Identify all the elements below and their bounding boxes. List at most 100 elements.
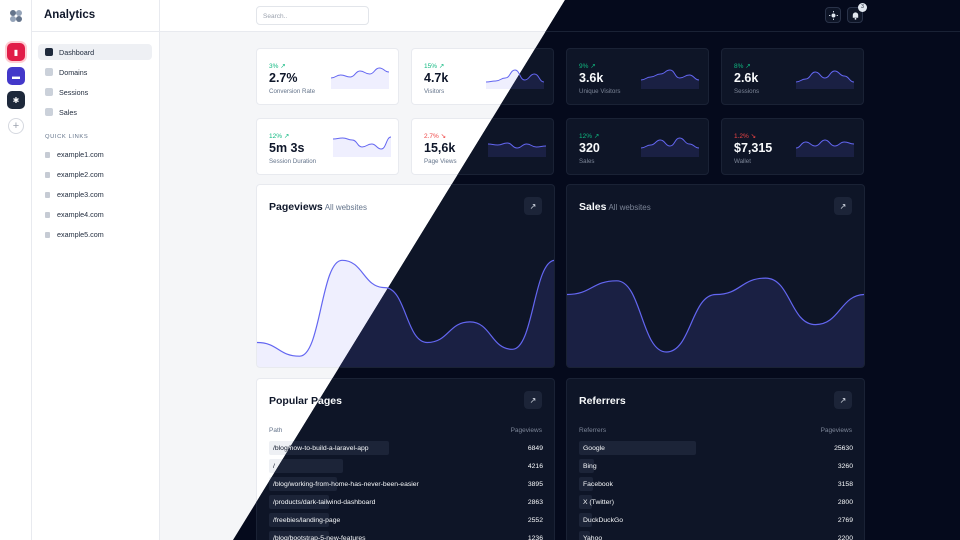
notifications-button[interactable] <box>847 7 863 23</box>
stat-value: 320 <box>579 141 600 155</box>
arrow-up-right-icon: ↗ <box>593 133 600 140</box>
row-value: 2552 <box>527 517 543 524</box>
sidebar: Analytics Dashboard Domains Sessions Sal… <box>32 0 160 540</box>
panel-title: Referrers <box>579 395 626 407</box>
share-bar <box>269 477 338 491</box>
pin-icon <box>45 171 50 178</box>
stat-label: Visitors <box>424 88 445 95</box>
row-label: /blog/bootstrap-5-new-features <box>273 535 366 540</box>
row-value: 4216 <box>527 463 543 470</box>
quick-link[interactable]: example1.com <box>45 150 104 159</box>
quick-link[interactable]: example3.com <box>45 190 104 199</box>
stat-card[interactable]: 12% ↗ 320 Sales <box>566 118 709 175</box>
sparkline <box>331 67 389 89</box>
row-label: /freebies/landing-page <box>273 517 341 524</box>
stat-delta: 12% ↗ <box>579 133 600 140</box>
column-header: Path <box>269 427 283 434</box>
arrow-up-right-icon: ↗ <box>529 395 537 405</box>
quick-link[interactable]: example2.com <box>45 170 104 179</box>
table-row[interactable]: /blog/working-from-home-has-never-been-e… <box>269 477 543 491</box>
stat-card[interactable]: 3% ↗ 2.7% Conversion Rate <box>256 48 399 105</box>
table-row[interactable]: /blog/bootstrap-5-new-features 1236 <box>269 531 543 540</box>
quick-link[interactable]: example4.com <box>45 210 104 219</box>
stat-label: Unique Visitors <box>579 88 621 95</box>
stat-delta: 15% ↗ <box>424 63 445 70</box>
sidebar-item-label: Dashboard <box>59 47 95 57</box>
table-row[interactable]: Bing 3260 <box>579 459 853 473</box>
expand-button[interactable]: ↗ <box>834 197 852 215</box>
table-row[interactable]: /freebies/landing-page 2552 <box>269 513 543 527</box>
table-row[interactable]: Google 25630 <box>579 441 853 455</box>
share-bar <box>579 459 595 473</box>
stat-delta: 8% ↗ <box>734 63 751 70</box>
column-header: Pageviews <box>820 427 852 434</box>
quick-link-label: example1.com <box>57 150 104 159</box>
app-title: Analytics <box>44 9 96 21</box>
table-row[interactable]: /products/dark-tailwind-dashboard 2863 <box>269 495 543 509</box>
stat-card[interactable]: 1.2% ↘ $7,315 Wallet <box>721 118 864 175</box>
arrow-down-right-icon: ↘ <box>750 133 757 140</box>
add-app-button[interactable]: + <box>8 118 24 134</box>
table-row[interactable]: X (Twitter) 2800 <box>579 495 853 509</box>
row-value: 2800 <box>837 499 853 506</box>
bar-chart-icon[interactable]: ▮ <box>7 43 25 61</box>
arrow-up-right-icon: ↗ <box>590 63 596 70</box>
sidebar-item-label: Domains <box>59 67 88 77</box>
share-bar <box>269 441 389 455</box>
table-row[interactable]: DuckDuckGo 2769 <box>579 513 853 527</box>
share-bar <box>579 441 696 455</box>
row-value: 1236 <box>527 535 543 540</box>
arrow-up-right-icon: ↗ <box>280 63 286 70</box>
gear-icon[interactable]: ✱ <box>7 91 25 109</box>
sidebar-item-domains[interactable]: Domains <box>38 64 152 80</box>
stat-card[interactable]: 8% ↗ 2.6k Sessions <box>721 48 864 105</box>
row-value: 2200 <box>837 535 853 540</box>
quick-link-label: example3.com <box>57 190 104 199</box>
table-row[interactable]: Yahoo 2200 <box>579 531 853 540</box>
notification-count-badge: 3 <box>858 3 867 12</box>
share-bar <box>269 495 329 509</box>
arrow-up-right-icon: ↗ <box>438 63 445 70</box>
arrow-up-right-icon: ↗ <box>745 63 751 70</box>
stat-card[interactable]: 9% ↗ 3.6k Unique Visitors <box>566 48 709 105</box>
quick-links-title: QUICK LINKS <box>45 134 89 140</box>
row-value: 3260 <box>837 463 853 470</box>
sparkline <box>641 137 699 157</box>
stat-delta: 3% ↗ <box>269 63 286 70</box>
stat-label: Conversion Rate <box>269 88 316 95</box>
quick-link[interactable]: example5.com <box>45 230 104 239</box>
theme-toggle-button[interactable] <box>825 7 841 23</box>
referrers-panel: Referrers ↗ Referrers Pageviews Google 2… <box>566 378 865 540</box>
cart-icon[interactable]: ▬ <box>7 67 25 85</box>
quick-link-label: example2.com <box>57 170 104 179</box>
row-label: Facebook <box>583 481 613 488</box>
share-bar <box>269 459 344 473</box>
row-label: Google <box>583 445 605 452</box>
row-value: 3895 <box>527 481 543 488</box>
stat-value: $7,315 <box>734 141 773 155</box>
stat-label: Wallet <box>734 158 751 165</box>
stat-label: Session Duration <box>269 158 317 165</box>
stat-card[interactable]: 12% ↗ 5m 3s Session Duration <box>256 118 399 175</box>
table-row[interactable]: Facebook 3158 <box>579 477 853 491</box>
sidebar-item-sales[interactable]: Sales <box>38 104 152 120</box>
sidebar-item-dashboard[interactable]: Dashboard <box>38 44 152 60</box>
search-input[interactable]: Search.. <box>256 6 369 25</box>
share-bar <box>269 531 329 540</box>
row-label: / <box>273 463 275 470</box>
expand-button[interactable]: ↗ <box>524 197 542 215</box>
table-row[interactable]: /blog/how-to-build-a-laravel-app 6849 <box>269 441 543 455</box>
expand-button[interactable]: ↗ <box>524 391 542 409</box>
column-header: Referrers <box>579 427 607 434</box>
pin-icon <box>45 211 50 218</box>
row-label: X (Twitter) <box>583 499 614 506</box>
table-row[interactable]: / 4216 <box>269 459 543 473</box>
stat-label: Page Views <box>424 158 457 165</box>
expand-button[interactable]: ↗ <box>834 391 852 409</box>
sidebar-item-sessions[interactable]: Sessions <box>38 84 152 100</box>
sparkline <box>796 70 854 89</box>
stat-delta: 12% ↗ <box>269 133 290 140</box>
row-label: Yahoo <box>583 535 603 540</box>
table-icon <box>45 108 53 116</box>
